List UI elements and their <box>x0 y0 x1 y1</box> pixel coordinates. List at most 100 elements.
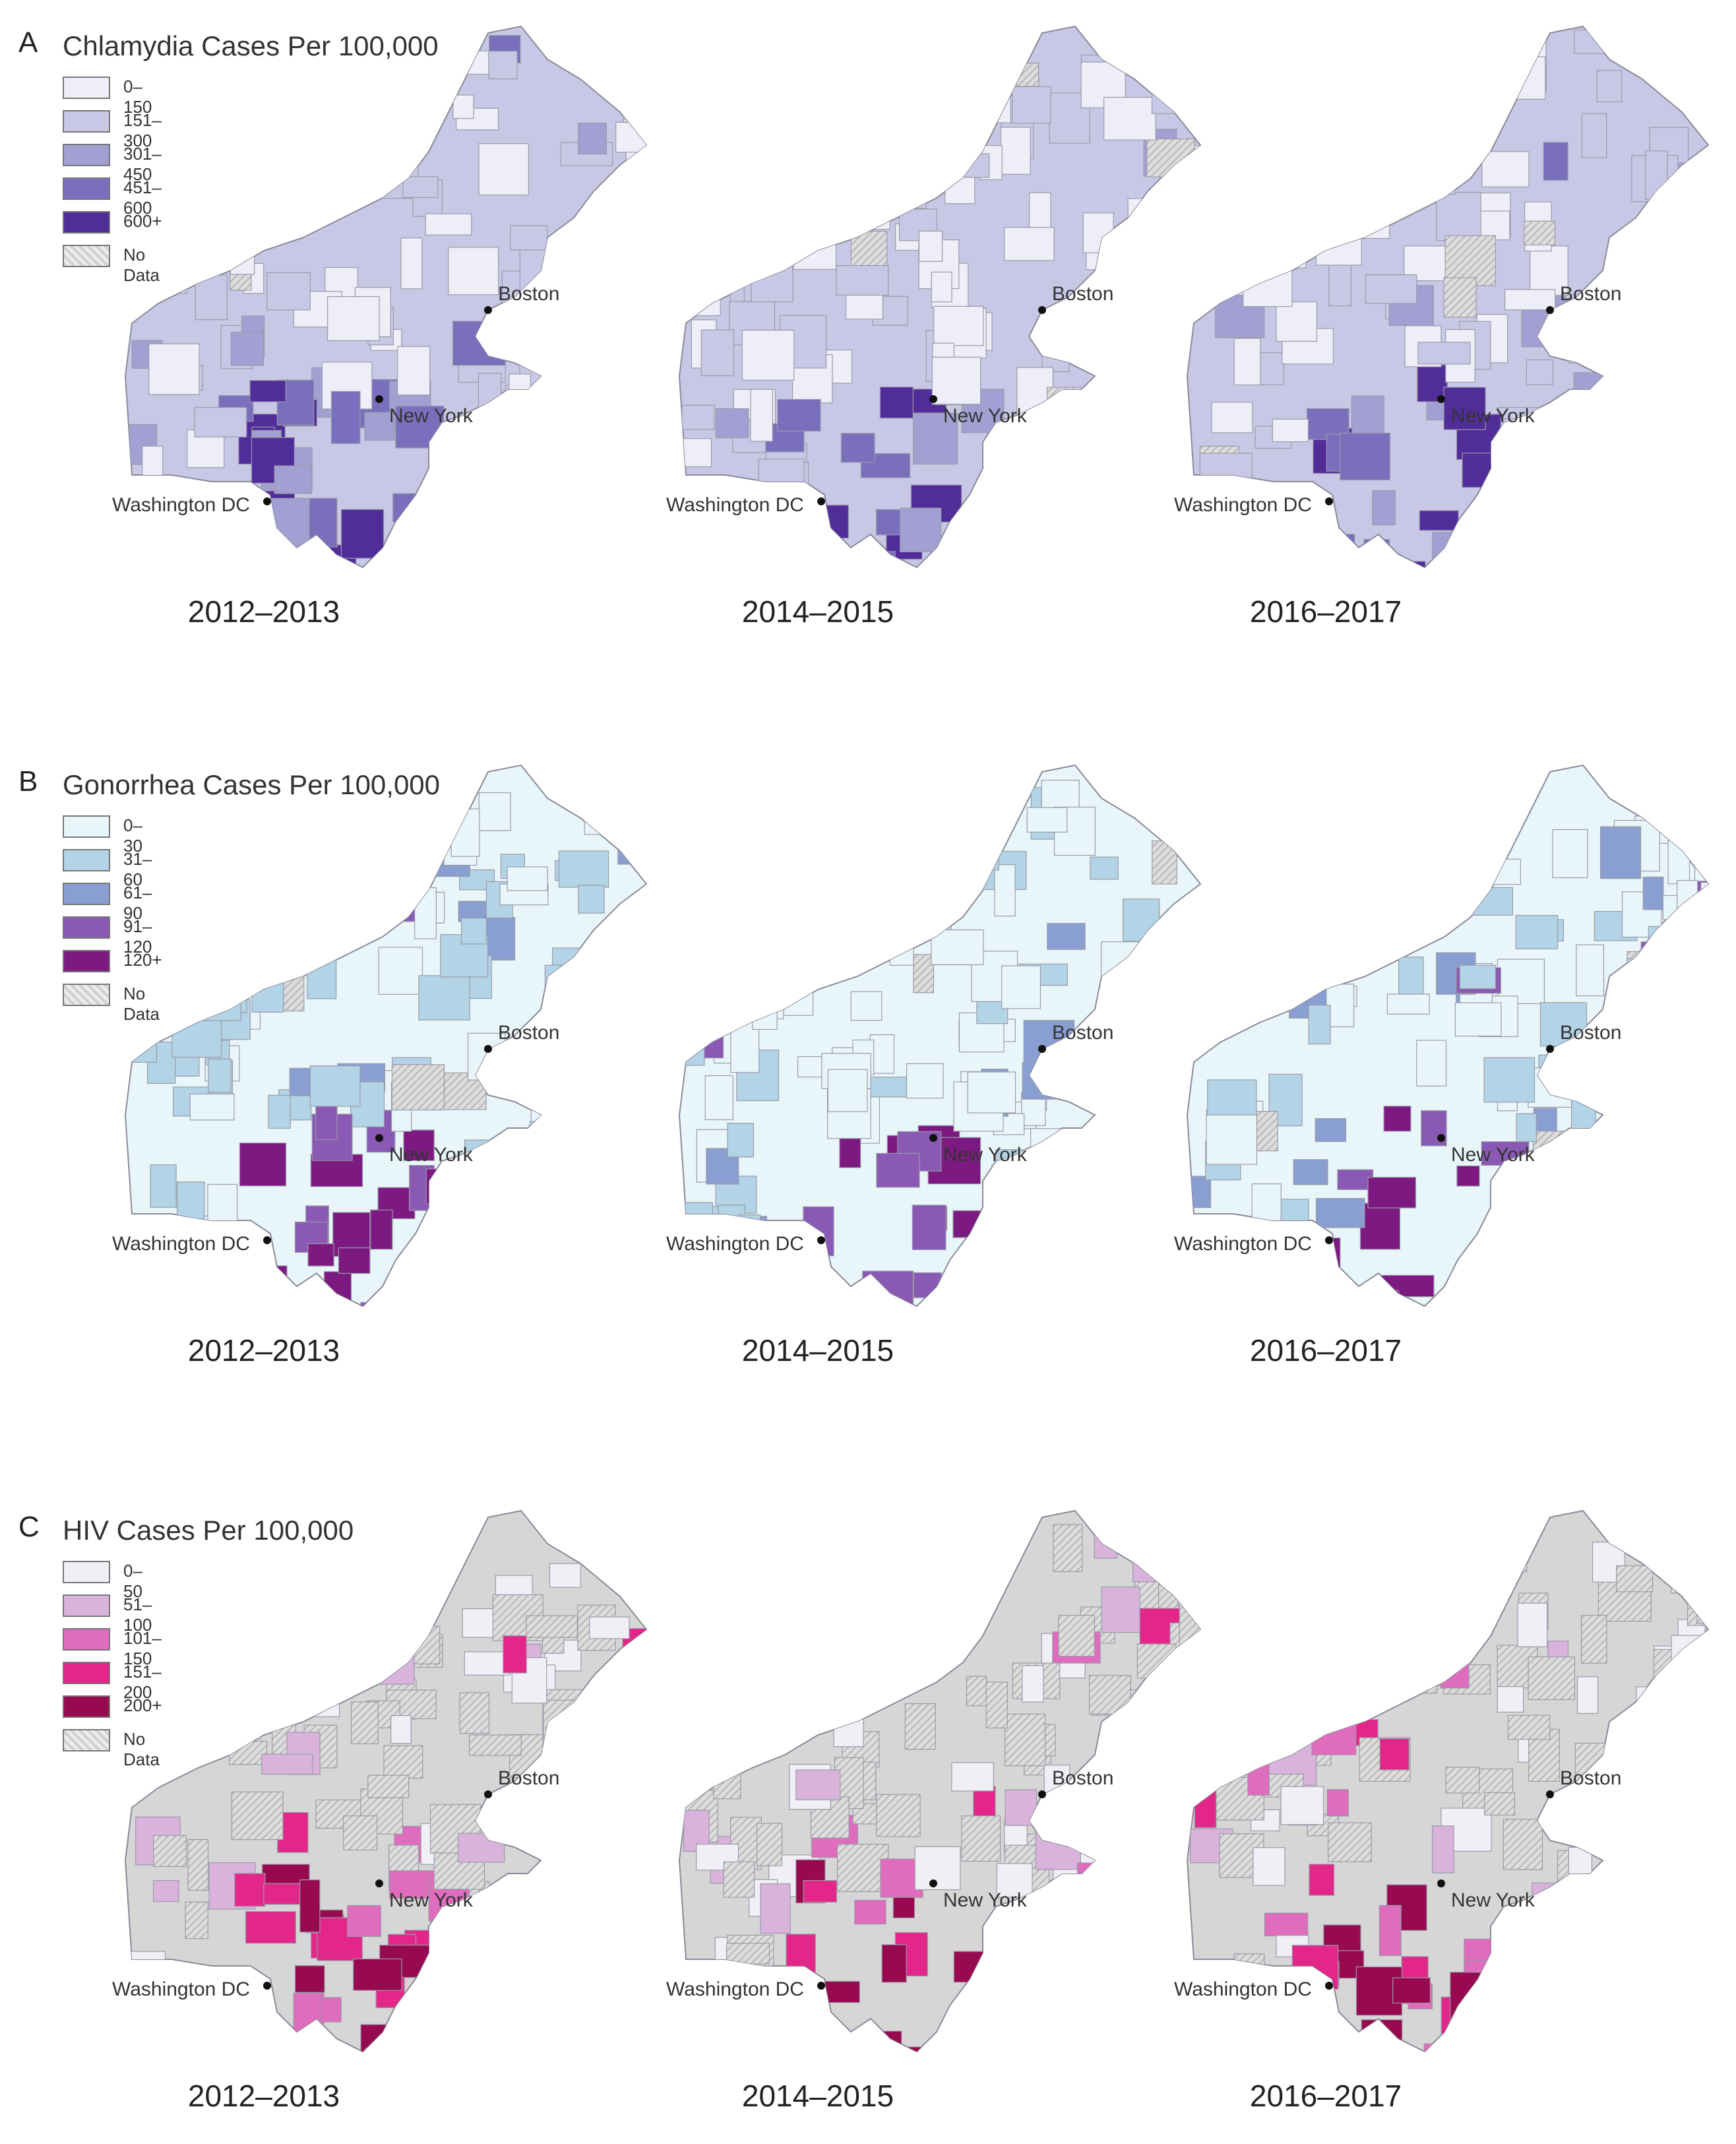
county <box>220 1716 261 1740</box>
county-map: Boston New York Washington DC <box>112 20 648 569</box>
county <box>716 1264 760 1294</box>
county <box>530 1084 560 1133</box>
county <box>1637 507 1683 552</box>
county <box>1581 113 1607 158</box>
county <box>1359 1203 1401 1250</box>
county <box>195 274 228 321</box>
county <box>912 1205 946 1250</box>
county <box>1278 1660 1317 1691</box>
county <box>589 1616 630 1639</box>
county <box>913 1272 942 1298</box>
county <box>195 163 248 203</box>
county <box>741 329 795 381</box>
county <box>1199 453 1253 484</box>
panel-title: Chlamydia Cases Per 100,000 <box>63 30 439 61</box>
county <box>1644 1142 1671 1184</box>
county <box>615 454 646 501</box>
county <box>183 864 230 889</box>
county <box>1210 217 1235 251</box>
county <box>1053 1524 1083 1572</box>
county <box>417 792 456 844</box>
county <box>590 1769 616 1797</box>
legend-label: 0–50 <box>123 1561 142 1601</box>
county <box>125 198 160 251</box>
county <box>1009 495 1034 547</box>
county <box>1016 63 1039 87</box>
county <box>1456 1165 1480 1187</box>
legend-label: 200+ <box>123 1695 162 1715</box>
county <box>1328 1618 1355 1646</box>
county <box>366 128 419 179</box>
county <box>931 929 984 966</box>
county <box>1198 49 1249 77</box>
county <box>1394 98 1442 141</box>
county <box>1012 86 1051 124</box>
county <box>874 551 896 567</box>
county <box>617 1699 646 1726</box>
county <box>691 1284 737 1306</box>
county <box>1331 1658 1385 1688</box>
county <box>1115 273 1159 309</box>
county <box>1419 510 1459 531</box>
city-marker <box>1437 1134 1445 1142</box>
county <box>1087 1152 1119 1180</box>
county <box>1351 1587 1378 1612</box>
county <box>150 1277 193 1298</box>
county <box>1552 829 1588 879</box>
county <box>142 445 164 479</box>
county <box>148 343 200 395</box>
city-marker <box>375 1879 383 1887</box>
county <box>680 438 712 468</box>
county <box>357 836 382 861</box>
county <box>854 1899 886 1925</box>
county <box>1103 1170 1149 1216</box>
county <box>1671 1635 1708 1682</box>
county <box>488 1230 513 1257</box>
county <box>703 151 728 184</box>
county <box>833 1718 864 1748</box>
county <box>537 555 574 567</box>
county <box>353 1958 402 1991</box>
county <box>1615 1565 1654 1592</box>
county <box>274 465 312 494</box>
county <box>1555 1910 1577 1941</box>
county <box>1218 844 1239 889</box>
county <box>1129 472 1170 517</box>
county <box>599 1869 631 1893</box>
county <box>480 1166 524 1213</box>
county <box>177 1278 224 1306</box>
county <box>1528 1656 1576 1701</box>
city-label: New York <box>389 1144 474 1166</box>
county <box>1667 1828 1707 1876</box>
legend-swatch <box>63 1628 110 1651</box>
county <box>1683 1873 1704 1917</box>
county <box>964 1272 1000 1306</box>
county <box>229 1740 268 1765</box>
legend-label: 91–120 <box>123 916 152 957</box>
county <box>1041 325 1070 372</box>
county <box>705 1609 749 1645</box>
county <box>1687 1577 1708 1626</box>
legend-swatch <box>63 916 110 939</box>
city-label: New York <box>943 405 1028 427</box>
legend-label: 0–30 <box>123 815 142 856</box>
county <box>1076 1862 1112 1909</box>
county <box>1264 1912 1309 1937</box>
county <box>1247 1754 1270 1796</box>
county <box>326 842 366 887</box>
county <box>1323 1924 1361 1954</box>
county <box>793 839 835 891</box>
county <box>1348 1538 1381 1565</box>
county <box>681 404 715 430</box>
county <box>284 40 332 63</box>
county <box>565 1178 600 1227</box>
county <box>1103 96 1156 141</box>
county <box>555 511 587 562</box>
county <box>1220 2034 1250 2052</box>
city-label: New York <box>1451 1144 1535 1166</box>
county <box>1297 145 1349 170</box>
county <box>402 176 439 198</box>
city-marker <box>929 1134 937 1142</box>
county <box>464 1993 504 2017</box>
county <box>1190 520 1218 557</box>
